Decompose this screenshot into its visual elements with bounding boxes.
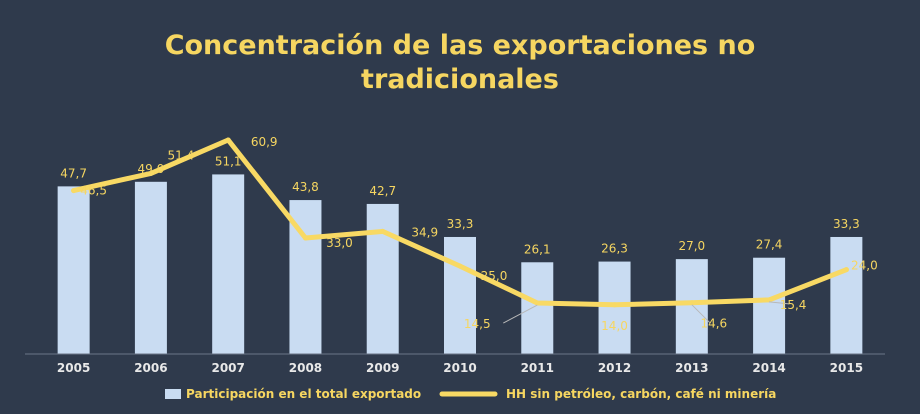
- leader-line-2014: [769, 301, 790, 305]
- line-point-2007: [225, 137, 231, 143]
- leader-line-2013: [691, 304, 711, 324]
- data-labels: 47,7 49,0 51,1 43,8 42,7 33,3 26,1 26,3 27,0 27,4…: [60, 135, 877, 333]
- bar-2011: [521, 262, 554, 354]
- line-label-2014: 15,4: [780, 298, 807, 312]
- x-tick-label-2006: 2006: [134, 361, 167, 375]
- bar-2013: [675, 259, 708, 354]
- legend-swatch-bar: [165, 389, 181, 399]
- x-tick-label-2013: 2013: [675, 361, 708, 375]
- bar-2015: [830, 236, 863, 354]
- line-label-2006: 51,4: [168, 148, 195, 162]
- x-axis: 2005 2006 2007 2008 2009 2010 2011 2012 2013 2014…: [25, 353, 885, 375]
- bar-label-2006: 49,0: [138, 162, 165, 176]
- bar-2006: [134, 181, 167, 354]
- x-tick-label-2008: 2008: [289, 361, 322, 375]
- bar-label-2011: 26,1: [524, 242, 551, 256]
- chart-title-line-1: Concentración de las exportaciones no: [165, 30, 756, 61]
- line-label-2011: 14,5: [464, 317, 491, 331]
- line-point-2005: [71, 188, 77, 194]
- bar-series: [57, 174, 863, 354]
- line-point-2011: [534, 300, 540, 306]
- line-point-2010: [457, 263, 463, 269]
- line-point-2015: [843, 267, 849, 273]
- x-tick-label-2012: 2012: [598, 361, 631, 375]
- line-series: [71, 137, 849, 308]
- line-point-2013: [689, 300, 695, 306]
- chart-title-line-2: tradicionales: [361, 64, 559, 95]
- bar-2012: [598, 261, 631, 354]
- legend-label-line: HH sin petróleo, carbón, café ni minería: [506, 387, 776, 401]
- bar-2005: [57, 186, 90, 354]
- line-label-2015: 24,0: [851, 259, 878, 273]
- bar-label-2012: 26,3: [601, 242, 628, 256]
- line-label-2009: 34,9: [411, 225, 438, 239]
- legend-label-bar: Participación en el total exportado: [186, 387, 421, 401]
- bar-label-2013: 27,0: [678, 239, 705, 253]
- line-label-2013: 14,6: [700, 317, 727, 331]
- x-tick-label-2005: 2005: [57, 361, 90, 375]
- bar-2009: [366, 203, 399, 354]
- bar-label-2014: 27,4: [756, 238, 783, 252]
- bar-2014: [753, 257, 786, 354]
- leader-line-2011: [503, 304, 538, 324]
- bar-label-2008: 43,8: [292, 180, 319, 194]
- line-label-2007: 60,9: [251, 135, 278, 149]
- line-label-2012: 14,0: [601, 319, 628, 333]
- line-label-2010: 25,0: [481, 269, 508, 283]
- legend: Participación en el total exportado HH s…: [165, 387, 776, 401]
- x-tick-label-2015: 2015: [830, 361, 863, 375]
- x-tick-label-2009: 2009: [366, 361, 399, 375]
- line-point-2012: [612, 302, 618, 308]
- bar-2007: [212, 174, 245, 354]
- x-tick-label-2007: 2007: [211, 361, 244, 375]
- line-point-2014: [766, 297, 772, 303]
- bar-label-2007: 51,1: [215, 154, 242, 168]
- x-tick-label-2014: 2014: [752, 361, 785, 375]
- bar-label-2009: 42,7: [369, 184, 396, 198]
- x-tick-label-2011: 2011: [521, 361, 554, 375]
- line-point-2009: [380, 228, 386, 234]
- bar-label-2015: 33,3: [833, 217, 860, 231]
- bar-label-2005: 47,7: [60, 166, 87, 180]
- line-point-2006: [148, 170, 154, 176]
- line-label-2008: 33,0: [326, 236, 353, 250]
- bar-2010: [444, 236, 476, 354]
- line-point-2008: [302, 235, 308, 241]
- bar-label-2010: 33,3: [447, 217, 474, 231]
- line-label-2005: 46,5: [80, 184, 107, 198]
- x-tick-label-2010: 2010: [443, 361, 476, 375]
